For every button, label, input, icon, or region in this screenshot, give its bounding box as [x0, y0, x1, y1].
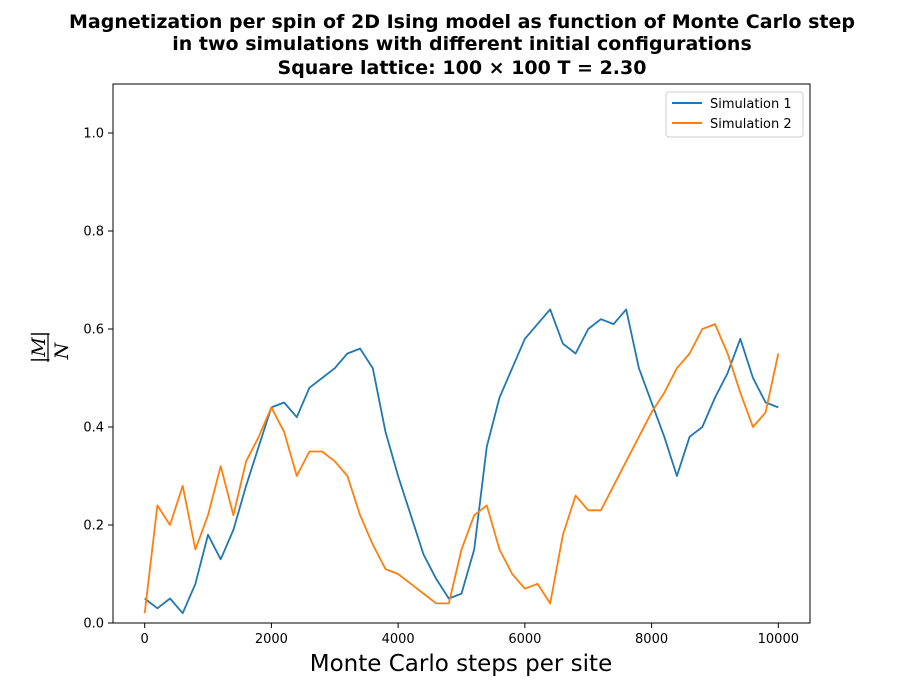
y-tick-label: 1.0 — [83, 127, 104, 142]
y-tick-label: 0.6 — [83, 323, 104, 338]
y-axis-label-denominator: N — [51, 341, 73, 360]
y-tick-label: 0.8 — [83, 225, 104, 240]
y-axis-label: |M| N — [28, 331, 73, 363]
x-tick-label: 2000 — [255, 632, 288, 647]
y-tick-label: 0.2 — [83, 519, 104, 534]
x-tick-label: 0 — [141, 632, 149, 647]
y-axis-label-numerator: |M| — [28, 331, 50, 363]
legend: Simulation 1 Simulation 2 — [665, 91, 804, 138]
axes-frame — [112, 83, 811, 624]
y-tick-label: 0.0 — [83, 617, 104, 632]
legend-label-simulation-1: Simulation 1 — [710, 97, 792, 112]
x-axis: 0 2000 4000 6000 8000 10000 — [141, 623, 799, 647]
y-tick-label: 0.4 — [83, 421, 104, 436]
chart-title-line-1: Magnetization per spin of 2D Ising model… — [69, 11, 855, 33]
x-tick-label: 8000 — [635, 632, 668, 647]
x-tick-label: 10000 — [758, 632, 799, 647]
x-tick-label: 4000 — [382, 632, 415, 647]
chart-title-line-2: in two simulations with different initia… — [172, 33, 752, 55]
plot-area — [143, 308, 780, 615]
x-tick-label: 6000 — [508, 632, 541, 647]
series-line-simulation-1 — [144, 308, 779, 615]
series-line-simulation-2 — [143, 323, 780, 614]
legend-label-simulation-2: Simulation 2 — [710, 117, 792, 132]
chart-title-line-3: Square lattice: 100 × 100 T = 2.30 — [278, 57, 647, 79]
y-axis: 0.0 0.2 0.4 0.6 0.8 1.0 — [83, 127, 113, 632]
x-axis-label: Monte Carlo steps per site — [310, 651, 612, 677]
